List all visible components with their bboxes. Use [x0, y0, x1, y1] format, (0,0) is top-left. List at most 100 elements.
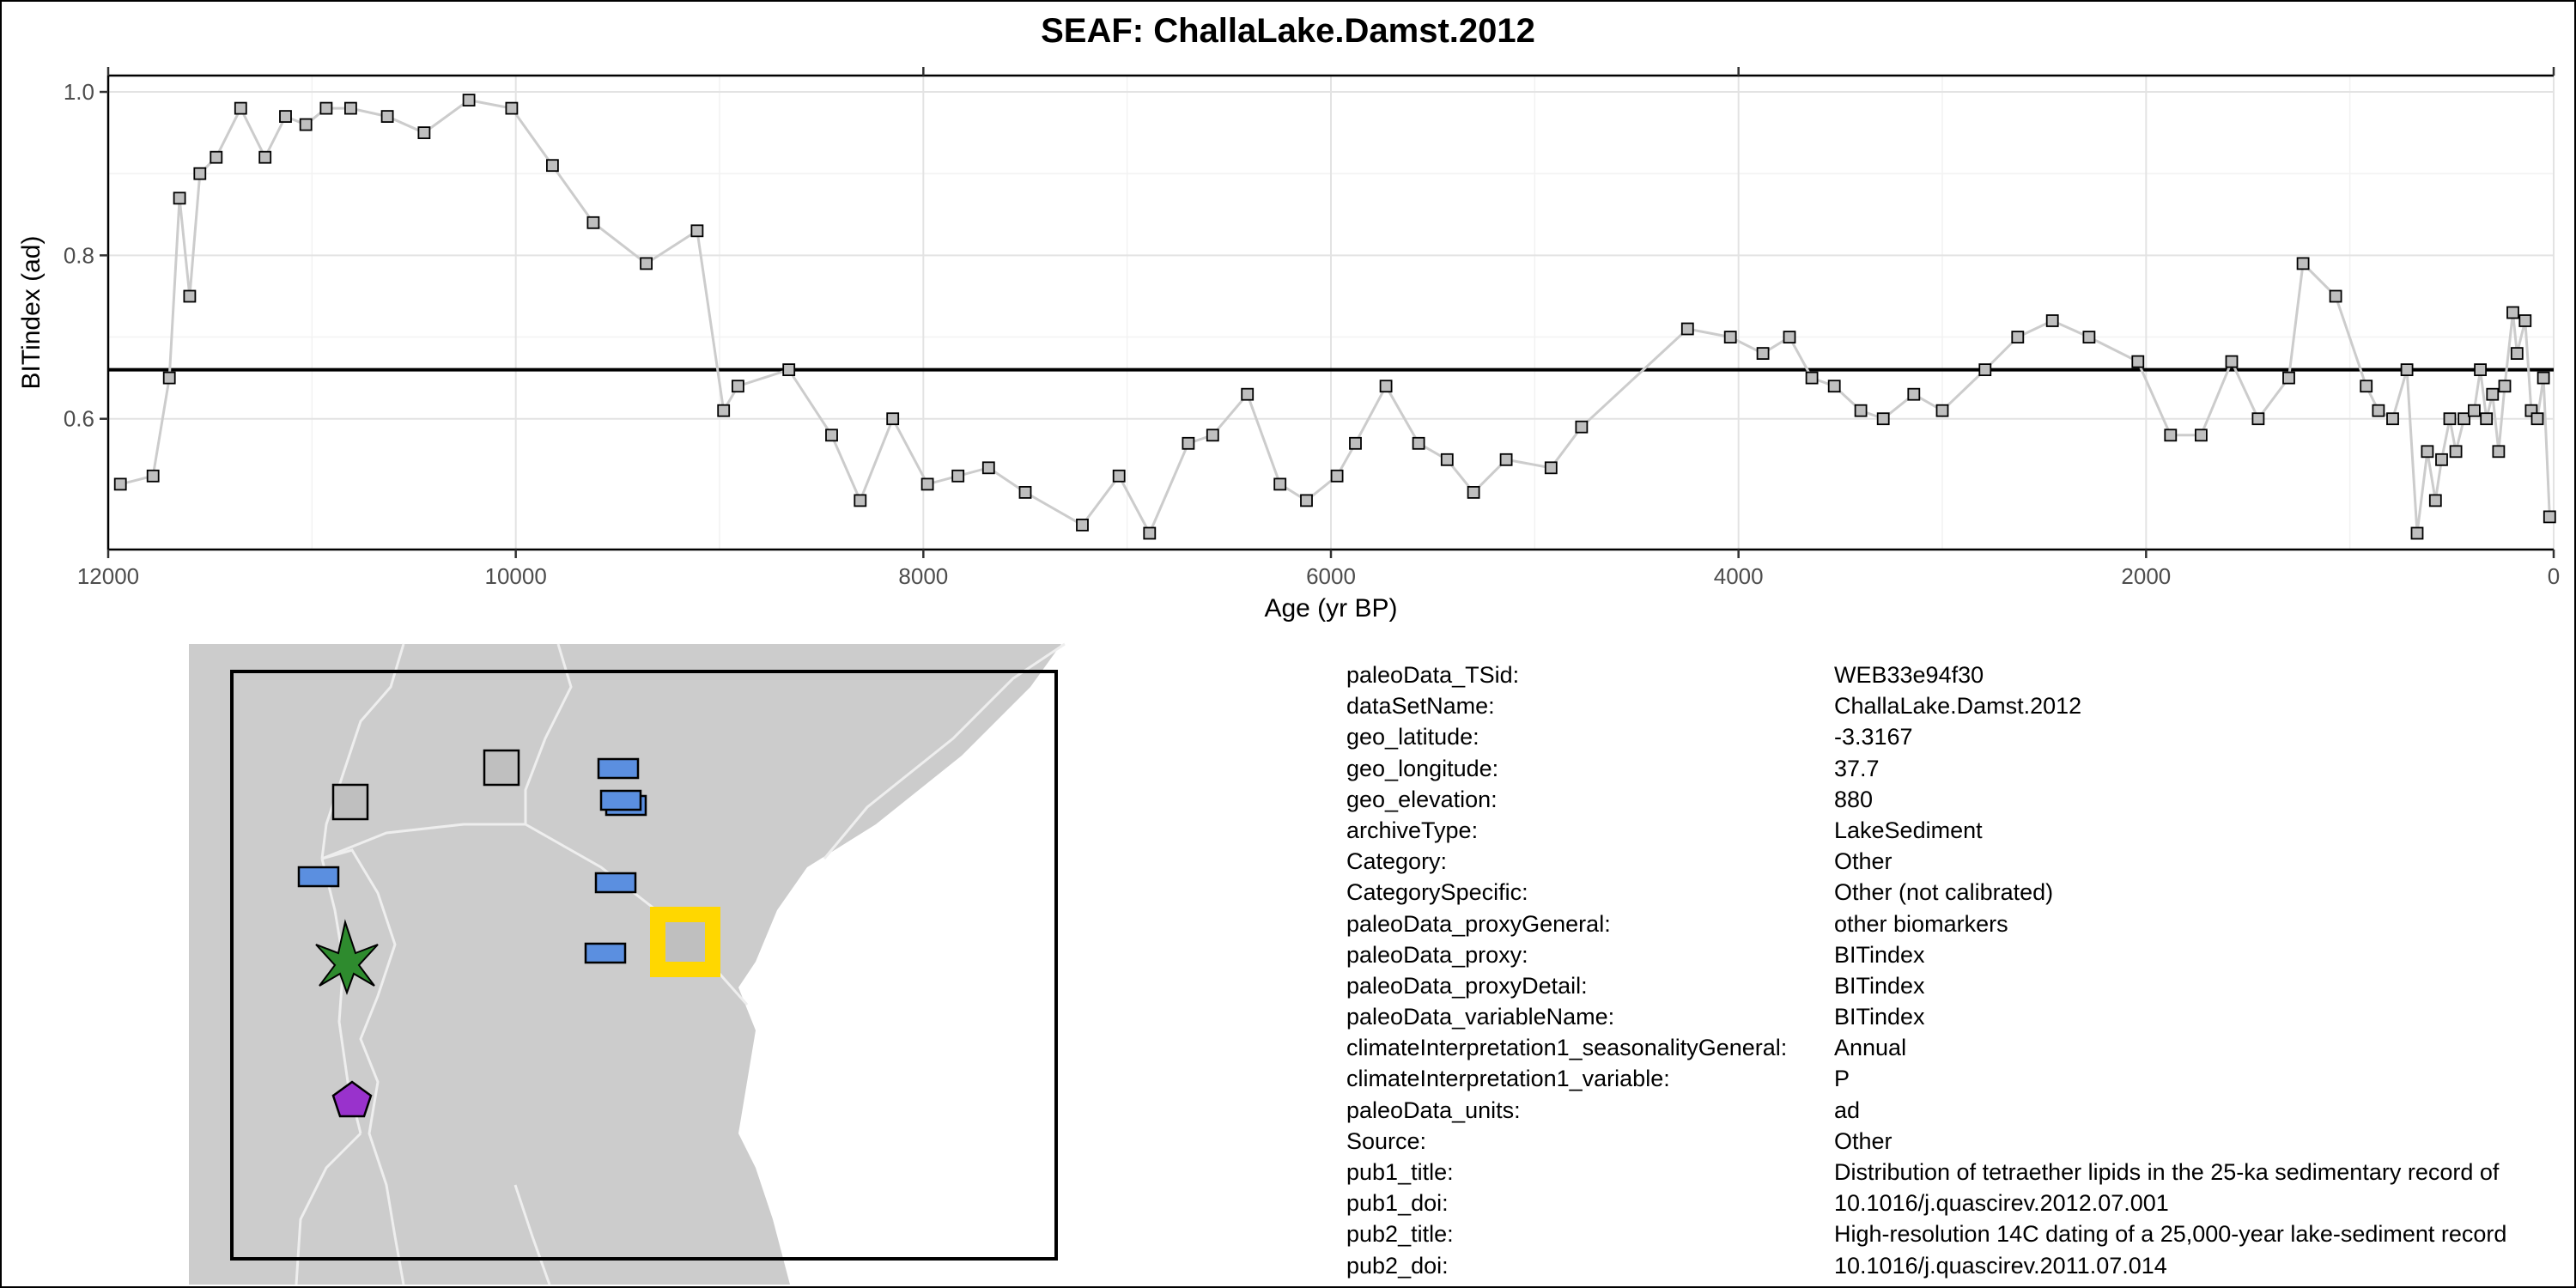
- metadata-key: geo_longitude:: [1346, 755, 1499, 781]
- data-point: [2225, 355, 2239, 368]
- metadata-key: paleoData_TSid:: [1346, 662, 1520, 688]
- data-point: [2282, 371, 2295, 385]
- metadata-row: Source: Other: [1346, 1126, 2574, 1157]
- data-point: [2164, 428, 2178, 442]
- data-point: [717, 404, 731, 417]
- metadata-value: Distribution of tetraether lipids in the…: [1834, 1159, 2500, 1185]
- data-point: [2386, 412, 2399, 426]
- site-marker-rectangle: [599, 789, 642, 811]
- data-point: [2498, 380, 2512, 393]
- data-point: [1907, 387, 1921, 401]
- metadata-key: Category:: [1346, 848, 1448, 875]
- metadata-value: 10.1016/j.quascirev.2011.07.014: [1834, 1252, 2167, 1279]
- x-tick-label: 0: [2548, 563, 2560, 589]
- metadata-value: LakeSediment: [1834, 817, 1983, 843]
- y-tick-label: 0.6: [64, 406, 94, 432]
- data-point: [2530, 412, 2544, 426]
- data-point: [2492, 445, 2506, 459]
- data-point: [2329, 289, 2342, 303]
- data-point: [2428, 494, 2442, 507]
- data-point: [2518, 314, 2532, 327]
- x-tick-label: 2000: [2121, 563, 2171, 589]
- metadata-value: High-resolution 14C dating of a 25,000-y…: [1834, 1221, 2507, 1248]
- site-marker-square: [483, 749, 520, 787]
- data-point: [586, 216, 600, 229]
- data-point: [690, 224, 704, 238]
- series-line: [119, 99, 2551, 537]
- data-point: [886, 412, 900, 426]
- data-point: [258, 150, 272, 164]
- data-point: [1440, 453, 1454, 466]
- data-point: [1680, 322, 1694, 336]
- y-tick-label: 1.0: [64, 79, 94, 105]
- metadata-row: climateInterpretation1_seasonalityGenera…: [1346, 1032, 2574, 1063]
- data-point: [2449, 445, 2463, 459]
- data-point: [1783, 331, 1796, 344]
- metadata-row: pub1_title: Distribution of tetraether li…: [1346, 1157, 2574, 1188]
- x-tick-label: 6000: [1306, 563, 1356, 589]
- site-marker-rectangle: [584, 942, 627, 964]
- metadata-value: BITindex: [1834, 972, 1925, 999]
- data-point: [2486, 387, 2500, 401]
- data-point: [732, 380, 744, 393]
- data-points: [113, 94, 2556, 540]
- data-point: [380, 110, 394, 124]
- metadata-value: 880: [1834, 786, 1874, 812]
- x-tick-label: 12000: [77, 563, 139, 589]
- metadata-value: Annual: [1834, 1035, 1907, 1061]
- data-point: [2011, 331, 2025, 344]
- metadata-key: paleoData_units:: [1346, 1097, 1521, 1123]
- metadata-key: paleoData_proxyDetail:: [1346, 972, 1588, 999]
- data-point: [2467, 404, 2481, 417]
- metadata-key: paleoData_proxyGeneral:: [1346, 910, 1611, 937]
- data-point: [640, 257, 653, 270]
- metadata-value: -3.3167: [1834, 724, 1913, 750]
- data-point: [417, 126, 431, 140]
- metadata-key: archiveType:: [1346, 817, 1479, 843]
- data-point: [2045, 314, 2059, 327]
- metadata-row: geo_longitude: 37.7: [1346, 753, 2574, 784]
- metadata-key: pub1_doi:: [1346, 1190, 1449, 1217]
- data-point: [193, 167, 207, 180]
- site-marker-rectangle: [297, 866, 340, 888]
- data-point: [1756, 347, 1770, 361]
- data-point: [951, 469, 965, 483]
- data-point: [505, 101, 519, 115]
- metadata-value: Other (not calibrated): [1834, 879, 2054, 906]
- data-point: [1379, 380, 1393, 393]
- data-point: [825, 428, 838, 442]
- data-point: [462, 94, 476, 106]
- data-point: [2506, 306, 2519, 319]
- data-point: [1499, 453, 1513, 466]
- data-point: [2360, 380, 2373, 393]
- data-point: [1273, 477, 1287, 491]
- metadata-key: dataSetName:: [1346, 693, 1495, 720]
- metadata-value: Other: [1834, 1127, 1893, 1154]
- metadata-row: pub2_title: High-resolution 14C dating of…: [1346, 1218, 2574, 1249]
- metadata-row: paleoData_units: ad: [1346, 1095, 2574, 1126]
- metadata-value: P: [1834, 1066, 1850, 1092]
- data-point: [2194, 428, 2208, 442]
- metadata-key: CategorySpecific:: [1346, 879, 1528, 906]
- metadata-key: climateInterpretation1_seasonalityGenera…: [1346, 1035, 1788, 1061]
- site-marker-square: [331, 783, 369, 821]
- data-point: [1112, 469, 1126, 483]
- data-point: [2543, 510, 2556, 524]
- data-point: [1827, 380, 1841, 393]
- x-axis-label: Age (yr BP): [1264, 594, 1397, 623]
- metadata-row: geo_elevation: 880: [1346, 784, 2574, 815]
- data-point: [2410, 526, 2424, 540]
- metadata-value: ChallaLake.Damst.2012: [1834, 693, 2082, 720]
- land-area: [189, 644, 1061, 1285]
- data-point: [1300, 494, 1313, 507]
- time-series-chart: 12000 10000 8000 6000 4000 2000 0 0.6 0.8 1.0 BIT…: [17, 67, 2560, 623]
- metadata-key: climateInterpretation1_variable:: [1346, 1066, 1670, 1092]
- data-point: [1349, 436, 1362, 450]
- metadata-row: Category: Other: [1346, 846, 2574, 877]
- data-point: [1805, 371, 1819, 385]
- data-point: [234, 101, 247, 115]
- metadata-row: geo_latitude: -3.3167: [1346, 721, 2574, 752]
- metadata-row: archiveType: LakeSediment: [1346, 815, 2574, 846]
- metadata-row: paleoData_variableName: BITindex: [1346, 1001, 2574, 1032]
